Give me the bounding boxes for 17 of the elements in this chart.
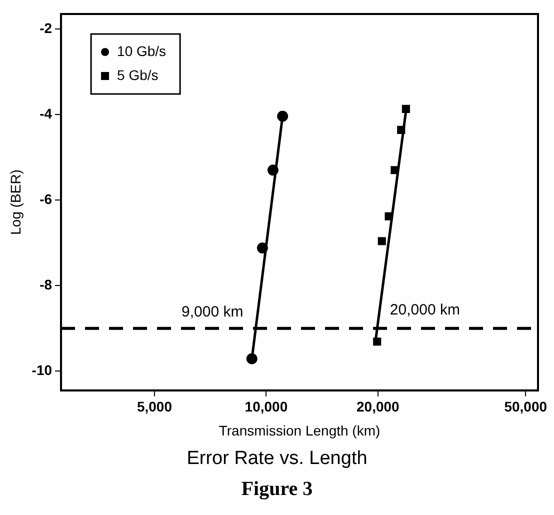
x-tick-label: 10,000 [244, 398, 288, 415]
text: Error Rate vs. Length [186, 448, 368, 470]
annotation: 20,000 km [390, 301, 460, 318]
legend-label: 5 Gb/s [117, 66, 158, 83]
legend-label: 10 Gb/s [117, 42, 166, 59]
x-tick-label: 5,000 [136, 398, 172, 415]
y-tick-label: -2 [40, 20, 52, 36]
y-tick-label: -6 [40, 190, 52, 207]
x-axis-title: Transmission Length (km) [218, 422, 380, 438]
y-axis-title: Log (BER) [7, 170, 24, 235]
y-tick-label: -10 [32, 362, 52, 378]
x-tick-label: 50,000 [504, 398, 548, 415]
x-tick-label: 20,000 [356, 398, 400, 415]
y-tick-label: -4 [40, 105, 52, 122]
text: Figure 3 [240, 478, 314, 501]
annotation: 9,000 km [182, 303, 244, 320]
y-tick-label: -8 [40, 276, 52, 292]
